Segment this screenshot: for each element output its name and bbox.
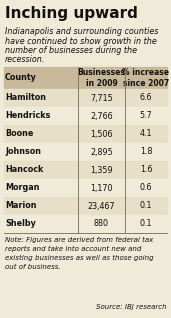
Text: Johnson: Johnson <box>5 148 41 156</box>
Bar <box>4 89 167 107</box>
Text: 1,506: 1,506 <box>90 129 113 139</box>
Bar <box>4 125 167 143</box>
Text: Inching upward: Inching upward <box>5 6 138 21</box>
Text: 0.1: 0.1 <box>140 219 152 229</box>
Text: 1,170: 1,170 <box>90 183 113 192</box>
Text: existing businesses as well as those going: existing businesses as well as those goi… <box>5 255 154 261</box>
Bar <box>4 179 167 197</box>
Text: 1.8: 1.8 <box>140 148 152 156</box>
Bar <box>4 215 167 233</box>
Bar <box>4 197 167 215</box>
Text: 5.7: 5.7 <box>140 112 152 121</box>
Text: Businesses
in 2009: Businesses in 2009 <box>78 68 126 88</box>
Text: 880: 880 <box>94 219 109 229</box>
Bar <box>4 143 167 161</box>
Text: 0.1: 0.1 <box>140 202 152 211</box>
Text: 1.6: 1.6 <box>140 165 152 175</box>
Text: Morgan: Morgan <box>5 183 40 192</box>
Text: 2,895: 2,895 <box>90 148 113 156</box>
Text: % increase
since 2007: % increase since 2007 <box>122 68 169 88</box>
Text: 23,467: 23,467 <box>88 202 115 211</box>
Text: County: County <box>5 73 37 82</box>
Text: 2,766: 2,766 <box>90 112 113 121</box>
Text: number of businesses during the: number of businesses during the <box>5 46 137 55</box>
Text: have continued to show growth in the: have continued to show growth in the <box>5 37 157 45</box>
Bar <box>4 161 167 179</box>
Text: Source: IBJ research: Source: IBJ research <box>96 304 167 310</box>
Text: out of business.: out of business. <box>5 264 61 270</box>
Text: reports and take into account new and: reports and take into account new and <box>5 246 141 252</box>
Text: Hendricks: Hendricks <box>5 112 50 121</box>
Bar <box>4 107 167 125</box>
Text: 1,359: 1,359 <box>90 165 113 175</box>
Bar <box>4 67 167 89</box>
Text: recession.: recession. <box>5 56 45 65</box>
Text: Boone: Boone <box>5 129 33 139</box>
Text: Hancock: Hancock <box>5 165 43 175</box>
Text: 0.6: 0.6 <box>140 183 152 192</box>
Text: Marion: Marion <box>5 202 36 211</box>
Text: 6.6: 6.6 <box>140 93 152 102</box>
Text: 4.1: 4.1 <box>140 129 152 139</box>
Text: Note: Figures are derived from federal tax: Note: Figures are derived from federal t… <box>5 237 153 243</box>
Text: Hamilton: Hamilton <box>5 93 46 102</box>
Text: Shelby: Shelby <box>5 219 36 229</box>
Text: 7,715: 7,715 <box>90 93 113 102</box>
Text: Indianapolis and surrounding counties: Indianapolis and surrounding counties <box>5 27 158 36</box>
